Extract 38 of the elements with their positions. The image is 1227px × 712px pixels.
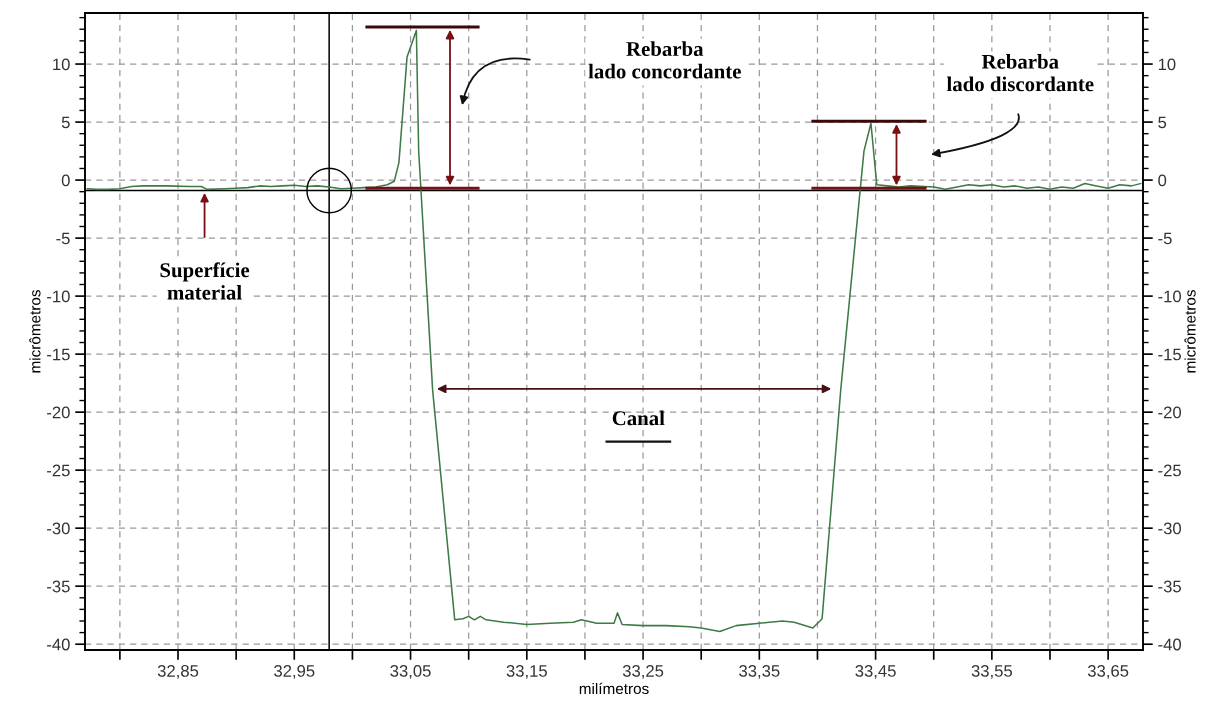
x-tick-label: 32,85 [157,665,199,679]
y-tick-label: -40 [47,638,70,651]
annotation: Canal [612,410,665,426]
y2-tick-label: -40 [1158,638,1182,651]
y2-tick-label: -10 [1158,290,1182,303]
x-tick-label: 33,05 [390,665,431,679]
y-tick-label: 5 [61,116,70,129]
y-tick-label: -20 [47,406,70,419]
y2-tick-label: -35 [1158,580,1181,593]
annotation: Superfície material [160,262,250,300]
y2-tick-label: 5 [1158,116,1167,129]
x-tick-label: 33,25 [622,665,664,679]
x-tick-label: 33,45 [855,665,896,679]
y-tick-label: -10 [47,290,70,303]
y2-tick-label: -25 [1158,464,1181,477]
annotation: Rebarba lado concordante [588,41,741,79]
y-tick-label: -30 [47,522,70,535]
x-tick-label: 33,65 [1087,665,1129,679]
x-tick-label: 33,35 [739,665,780,679]
y2-tick-label: -30 [1158,522,1182,535]
y-tick-label: -25 [47,464,70,477]
y-tick-label: -15 [47,348,70,361]
x-tick-label: 33,15 [506,665,547,679]
y-tick-label: 0 [61,174,70,187]
y2-axis-title: micrômetros [1184,290,1196,373]
annotation: Rebarba lado discordante [946,54,1094,92]
y2-tick-label: -15 [1158,348,1181,361]
y2-tick-label: 10 [1158,58,1176,71]
y-axis-title: micrômetros [29,290,41,373]
y-tick-label: -35 [47,580,70,593]
y2-tick-label: -20 [1158,406,1182,419]
y-tick-label: -5 [56,232,70,245]
y2-tick-label: -5 [1158,232,1172,245]
x-tick-label: 33,55 [971,665,1013,679]
x-axis-title: milímetros [579,682,649,695]
y-tick-label: 10 [53,58,70,71]
x-tick-label: 32,95 [274,665,315,679]
y2-tick-label: 0 [1158,174,1167,187]
